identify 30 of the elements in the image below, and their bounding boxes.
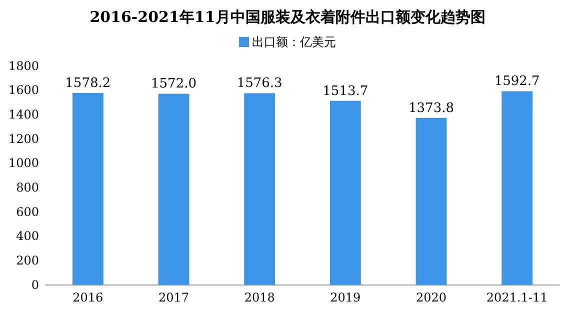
x-tick-label: 2021.1-11 bbox=[486, 290, 548, 305]
bar bbox=[416, 118, 447, 285]
y-tick-label: 800 bbox=[16, 180, 39, 195]
y-tick-label: 1200 bbox=[8, 132, 39, 146]
x-tick-label: 2019 bbox=[330, 290, 361, 305]
x-tick-label: 2016 bbox=[72, 290, 104, 305]
x-tick-label: 2017 bbox=[158, 290, 190, 305]
text: 1513.7 bbox=[322, 84, 368, 99]
y-tick-label: 1600 bbox=[8, 83, 39, 98]
text: 1373.8 bbox=[408, 100, 454, 116]
y-tick-label: 1800 bbox=[8, 58, 39, 73]
y-tick-label: 0 bbox=[31, 278, 39, 292]
x-tick-label: 2018 bbox=[244, 290, 275, 305]
bar bbox=[158, 94, 190, 285]
y-tick-label: 1000 bbox=[8, 156, 39, 170]
text: 1576.3 bbox=[236, 76, 282, 92]
bar bbox=[72, 92, 104, 285]
text: 1572.0 bbox=[151, 76, 196, 92]
bar bbox=[244, 93, 276, 285]
y-tick-label: 400 bbox=[16, 229, 39, 244]
y-tick-label: 1400 bbox=[8, 108, 39, 122]
y-tick-label: 600 bbox=[16, 204, 39, 219]
bar bbox=[502, 91, 533, 285]
chart-title: 2016-2021年11月中国服装及衣着附件出口额变化趋势图 bbox=[90, 8, 486, 26]
text: 1592.7 bbox=[494, 74, 540, 90]
text: 1578.2 bbox=[65, 76, 111, 91]
bar bbox=[330, 100, 361, 285]
y-tick-label: 200 bbox=[16, 254, 39, 268]
x-tick-label: 2020 bbox=[416, 290, 447, 305]
legend-label: 出口额：亿美元 bbox=[252, 35, 336, 49]
